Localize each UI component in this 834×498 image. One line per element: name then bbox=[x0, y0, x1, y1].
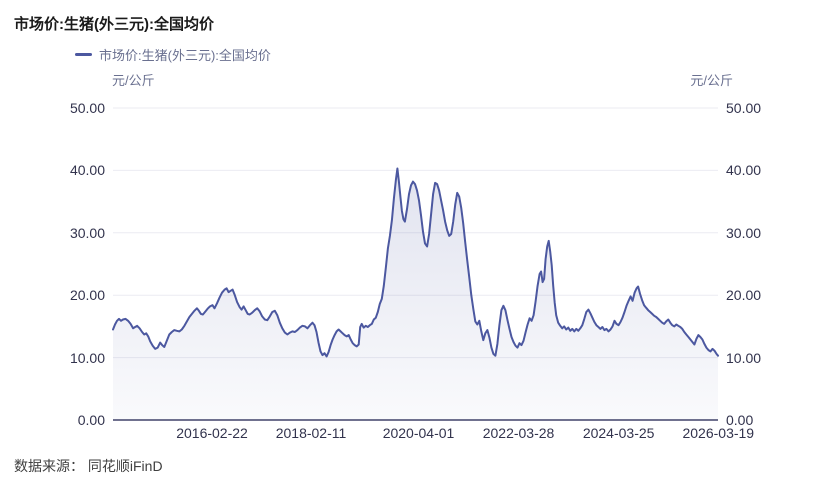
y-tick-left-50: 50.00 bbox=[69, 100, 105, 116]
legend-label: 市场价:生猪(外三元):全国均价 bbox=[99, 47, 271, 63]
y-tick-right-0: 0.00 bbox=[726, 412, 754, 428]
legend-item[interactable]: 市场价:生猪(外三元):全国均价 bbox=[75, 46, 271, 63]
x-tick-2018-02-11: 2018-02-11 bbox=[275, 425, 347, 441]
y-tick-left-30: 30.00 bbox=[69, 224, 105, 241]
y-tick-left-0: 0.00 bbox=[77, 412, 105, 428]
y-tick-right-30: 30.00 bbox=[726, 224, 762, 241]
x-tick-2016-02-22: 2016-02-22 bbox=[176, 425, 248, 441]
x-tick-2020-04-01: 2020-04-01 bbox=[382, 425, 455, 441]
y-tick-left-20: 20.00 bbox=[69, 287, 105, 304]
y-tick-left-40: 40.00 bbox=[69, 162, 105, 179]
y-axis-unit-right: 元/公斤 bbox=[690, 73, 733, 88]
y-tick-right-40: 40.00 bbox=[726, 162, 762, 179]
y-axis-unit-left: 元/公斤 bbox=[112, 73, 155, 88]
x-tick-2024-03-25: 2024-03-25 bbox=[582, 425, 655, 441]
x-tick-2026-03-19: 2026-03-19 bbox=[682, 425, 755, 441]
y-tick-right-20: 20.00 bbox=[726, 287, 762, 304]
y-tick-right-10: 10.00 bbox=[726, 349, 762, 366]
data-source: 数据来源： 同花顺iFinD bbox=[14, 458, 163, 474]
y-tick-left-10: 10.00 bbox=[69, 349, 105, 366]
y-tick-right-50: 50.00 bbox=[726, 100, 762, 116]
x-tick-2022-03-28: 2022-03-28 bbox=[482, 425, 555, 441]
page-title: 市场价:生猪(外三元):全国均价 bbox=[14, 16, 214, 33]
legend-line-icon bbox=[75, 52, 92, 56]
